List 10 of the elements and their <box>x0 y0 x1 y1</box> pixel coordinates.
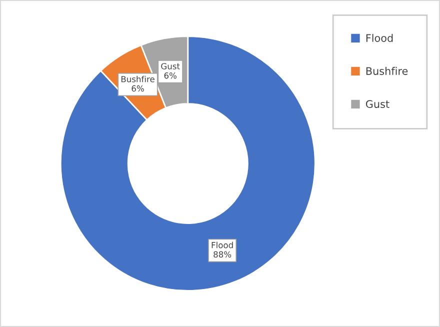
data-label: 88% <box>214 251 232 258</box>
legend-label: Bushfire <box>366 66 408 75</box>
data-label: 6% <box>164 72 177 79</box>
slice-label: Gust <box>161 63 180 70</box>
slice-label: Flood <box>212 242 233 248</box>
slice-label: Bushfire <box>121 76 154 82</box>
donut-slice <box>60 36 316 292</box>
legend-label: Gust <box>366 100 390 108</box>
data-label: 6% <box>132 85 144 92</box>
legend-label: Flood <box>366 34 393 42</box>
